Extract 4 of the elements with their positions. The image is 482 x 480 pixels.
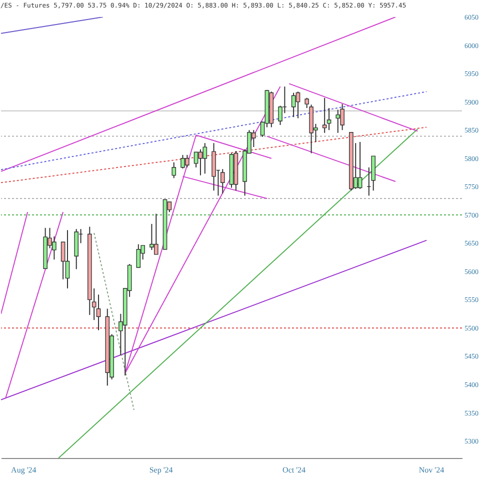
- x-tick-label: Nov '24: [418, 466, 444, 474]
- x-tick-label: Aug '24: [11, 466, 36, 474]
- x-tick-label: Sep '24: [149, 466, 173, 474]
- x-tick-label: Oct '24: [282, 466, 306, 474]
